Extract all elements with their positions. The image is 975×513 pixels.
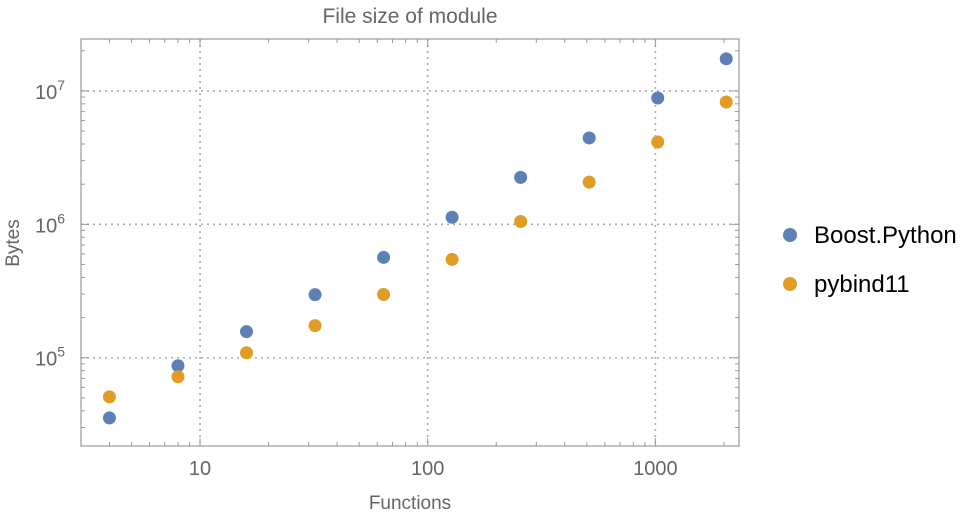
data-point-boost-python bbox=[308, 288, 322, 302]
legend-marker-boost-python bbox=[783, 228, 797, 242]
data-point-boost-python bbox=[514, 170, 528, 184]
legend-marker-pybind11 bbox=[783, 277, 797, 291]
y-tick-label: 106 bbox=[35, 210, 65, 237]
data-point-pybind11 bbox=[582, 175, 596, 189]
x-tick-label: 100 bbox=[411, 458, 444, 480]
plot-frame bbox=[80, 38, 740, 447]
data-point-pybind11 bbox=[719, 95, 733, 109]
data-point-pybind11 bbox=[445, 252, 459, 266]
data-point-boost-python bbox=[651, 91, 665, 105]
x-axis-label: Functions bbox=[369, 493, 451, 513]
x-tick-label: 1000 bbox=[633, 458, 678, 480]
data-point-pybind11 bbox=[171, 370, 185, 384]
data-point-boost-python bbox=[582, 131, 596, 145]
data-point-pybind11 bbox=[651, 135, 665, 149]
y-tick-label: 107 bbox=[35, 77, 65, 104]
gridlines bbox=[81, 39, 739, 446]
data-point-boost-python bbox=[445, 210, 459, 224]
data-point-pybind11 bbox=[377, 287, 391, 301]
legend: Boost.Python pybind11 bbox=[783, 222, 957, 298]
data-point-boost-python bbox=[102, 411, 116, 425]
y-tick-label: 105 bbox=[35, 344, 65, 371]
y-axis-label: Bytes bbox=[3, 219, 24, 267]
data-point-boost-python bbox=[240, 325, 254, 339]
data-point-pybind11 bbox=[514, 215, 528, 229]
data-point-boost-python bbox=[171, 359, 185, 373]
axis-ticks: 10 100 1000 105 106 107 bbox=[35, 39, 739, 480]
data-point-boost-python bbox=[719, 52, 733, 66]
legend-label-pybind11: pybind11 bbox=[814, 271, 910, 298]
data-point-pybind11 bbox=[308, 319, 322, 333]
data-point-pybind11 bbox=[240, 346, 254, 360]
data-points bbox=[102, 52, 733, 425]
x-tick-label: 10 bbox=[189, 458, 211, 480]
legend-label-boost-python: Boost.Python bbox=[814, 222, 957, 249]
chart-title: File size of module bbox=[322, 5, 497, 28]
data-point-pybind11 bbox=[102, 390, 116, 404]
data-point-boost-python bbox=[377, 250, 391, 264]
